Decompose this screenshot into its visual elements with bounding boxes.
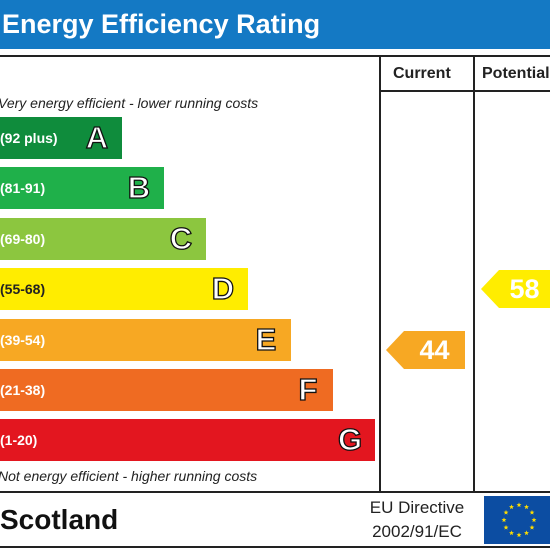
eu-star-icon: [529, 509, 535, 515]
band-letter: C: [169, 220, 193, 256]
band-letter: A: [85, 119, 109, 155]
band-range-label: (81-91): [0, 180, 46, 197]
potential-rating-value: 58: [509, 274, 540, 305]
eu-star-icon: [501, 517, 507, 523]
column-divider-potential: [473, 55, 475, 493]
band-range-label: (1-20): [0, 432, 38, 449]
column-divider-current: [379, 55, 381, 493]
note-top: Very energy efficient - lower running co…: [0, 95, 259, 111]
footer-directive: EU Directive 2002/91/EC: [354, 496, 480, 544]
band-letter: F: [298, 371, 318, 407]
rating-frame: [0, 55, 550, 548]
band-range-label: (55-68): [0, 281, 46, 298]
band-e: (39-54) E: [0, 318, 291, 361]
eu-star-icon: [509, 504, 514, 510]
column-header-potential: Potential: [482, 65, 550, 82]
band-a: (92 plus) A: [0, 117, 122, 159]
eu-star-icon: [529, 524, 535, 530]
band-letter: G: [337, 422, 363, 458]
eu-star-icon: [516, 532, 522, 538]
band-letter: B: [127, 170, 151, 206]
chart-title: Energy Efficiency Rating: [0, 0, 550, 49]
band-f: (21-38) F: [0, 369, 333, 411]
band-d: (55-68) D: [0, 268, 248, 311]
eu-star-icon: [509, 530, 514, 536]
column-header-current: Current: [393, 65, 451, 82]
eu-star-icon: [503, 524, 509, 530]
directive-line-2: 2002/91/EC: [372, 522, 462, 541]
band-letter: E: [255, 321, 277, 357]
band-c: (69-80) C: [0, 217, 206, 260]
eu-star-icon: [503, 509, 509, 515]
band-range-label: (92 plus): [0, 130, 58, 146]
header-divider: [379, 90, 550, 92]
current-arrow-shape: [386, 330, 465, 369]
band-letter: D: [211, 271, 235, 307]
band-b: (81-91) B: [0, 167, 164, 210]
band-range-label: (69-80): [0, 230, 46, 247]
eu-star-icon: [524, 504, 529, 510]
current-rating-value: 44: [419, 334, 450, 365]
band-range-label: (21-38): [0, 382, 46, 398]
potential-rating-arrow: 58: [481, 270, 550, 309]
eu-star-icon: [516, 502, 522, 508]
eu-star-icon: [531, 517, 537, 523]
note-bottom: Not energy efficient - higher running co…: [0, 468, 258, 484]
directive-line-1: EU Directive: [369, 498, 465, 517]
footer-divider: [0, 491, 550, 493]
current-rating-arrow: 44: [386, 330, 465, 369]
band-g: (1-20) G: [0, 419, 375, 462]
eu-flag-icon: [484, 496, 550, 544]
potential-arrow-shape: [481, 270, 550, 309]
eu-star-icon: [524, 530, 529, 536]
band-range-label: (39-54): [0, 331, 46, 348]
footer-country: Scotland: [0, 504, 119, 535]
